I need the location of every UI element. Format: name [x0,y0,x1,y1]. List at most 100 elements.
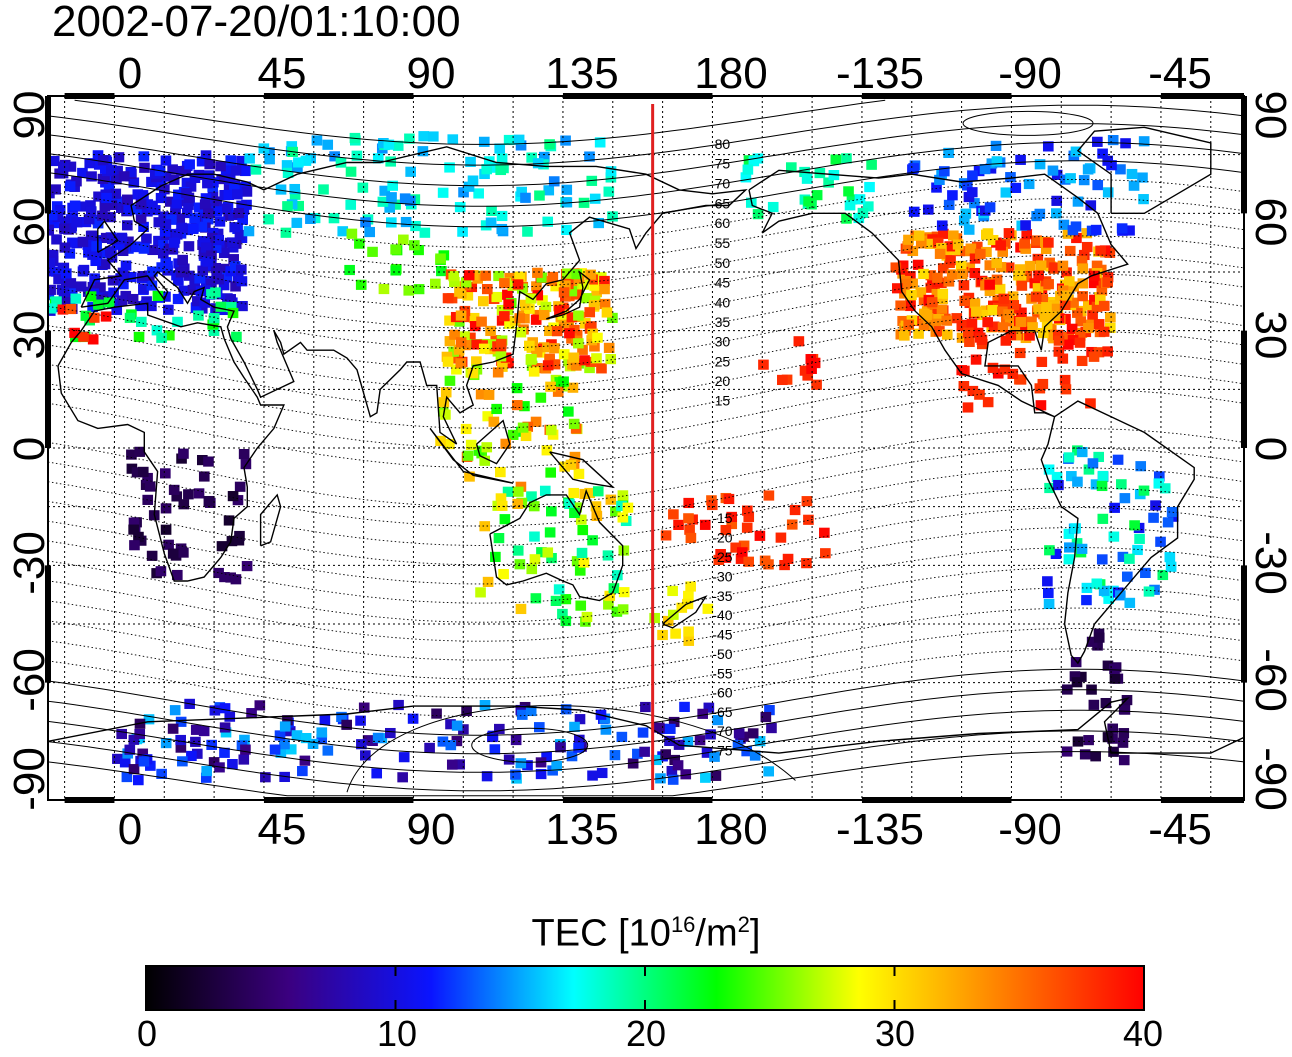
contour-label: 75 [715,156,731,172]
tec-cell [820,548,831,559]
tec-cell [225,155,237,166]
tec-cell [328,213,340,224]
tec-cell [171,569,183,581]
tec-cell [260,772,271,783]
tec-cell [560,280,571,291]
tec-cell [984,260,996,271]
tec-cell [114,239,125,250]
tec-cell [275,747,287,758]
tec-cell [83,214,95,225]
tec-cell [169,705,181,716]
tec-cell [561,224,572,236]
tec-cell [387,180,398,191]
tec-cell [1014,264,1026,275]
tec-cell [133,775,144,786]
tec-cell [569,721,580,732]
tec-cell [857,207,869,219]
tec-cell [282,167,294,178]
tec-cell [528,366,540,377]
tec-cell [1119,493,1131,504]
tec-cell [360,217,371,228]
coastline [748,169,1129,418]
tec-cell [199,297,211,308]
tec-cell [48,210,58,221]
tec-cell [801,496,813,507]
tec-cell [961,180,973,191]
tec-cell [579,355,590,366]
tec-cell [385,217,397,228]
tec-cell [183,241,195,252]
tec-cell [918,319,930,330]
tec-cell [1051,195,1063,206]
tec-cell [551,326,563,337]
tec-cell [471,339,482,350]
tec-cell [133,531,144,542]
tec-cell [215,161,226,172]
tec-cell [903,234,914,245]
tec-cell [958,380,970,392]
tec-cell [106,199,118,210]
contour-label: 35 [715,314,731,330]
tec-cell [156,332,167,343]
tec-cell [188,223,199,234]
tec-cell [241,186,253,197]
left-lat-tick: -30 [5,531,54,595]
tec-cell [666,765,678,777]
tec-cell [240,744,251,755]
tec-cell [335,157,347,168]
tec-cell [77,201,88,212]
tec-cell [243,226,255,237]
tec-cell [1049,303,1060,314]
tec-cell [203,495,215,507]
tec-cell [1088,277,1100,289]
tec-cell [151,325,163,336]
tec-cell [466,281,478,293]
tec-cell [969,267,981,279]
tec-cell [516,186,527,197]
tec-cell [573,734,585,745]
tec-cell [736,547,748,558]
tec-cell [892,283,903,294]
tec-cell [1116,223,1128,234]
tec-cell [322,745,334,756]
tec-cell [386,192,397,203]
tec-cell [603,186,615,197]
tec-cell [585,269,596,280]
left-lat-tick: -60 [5,648,54,712]
tec-cell [503,754,515,765]
tec-cell [1088,699,1100,710]
tec-cell [91,241,102,252]
tec-cell [213,567,224,579]
tec-cell [553,584,565,595]
tec-cell [1076,255,1088,266]
tec-cell [1085,200,1097,211]
tec-cell [992,294,1004,305]
tec-cell [530,416,542,427]
tec-cell [740,172,752,183]
tec-cell [1016,307,1027,318]
tec-cell [118,171,130,182]
tec-cell [48,290,55,301]
tec-cell [702,603,714,614]
tec-cell [713,554,725,565]
tec-cell [578,279,590,290]
tec-cell [497,361,508,372]
tec-cell [1063,554,1075,565]
tec-cell [1134,533,1145,544]
tec-cell [538,159,549,170]
tec-cell [1090,224,1102,235]
tec-cell [181,188,192,199]
tec-cell [587,535,598,546]
tec-cell [444,162,455,173]
tec-cell [683,626,694,637]
tec-cell [134,728,146,740]
tec-cell [550,595,562,607]
tec-cell [398,752,410,763]
tec-cell [93,191,104,202]
tec-cell [449,329,460,340]
tec-cell [1057,353,1069,364]
tec-cell [667,585,678,597]
tec-cell [584,362,595,374]
tec-cell [1066,323,1078,334]
tec-cell [723,493,735,505]
